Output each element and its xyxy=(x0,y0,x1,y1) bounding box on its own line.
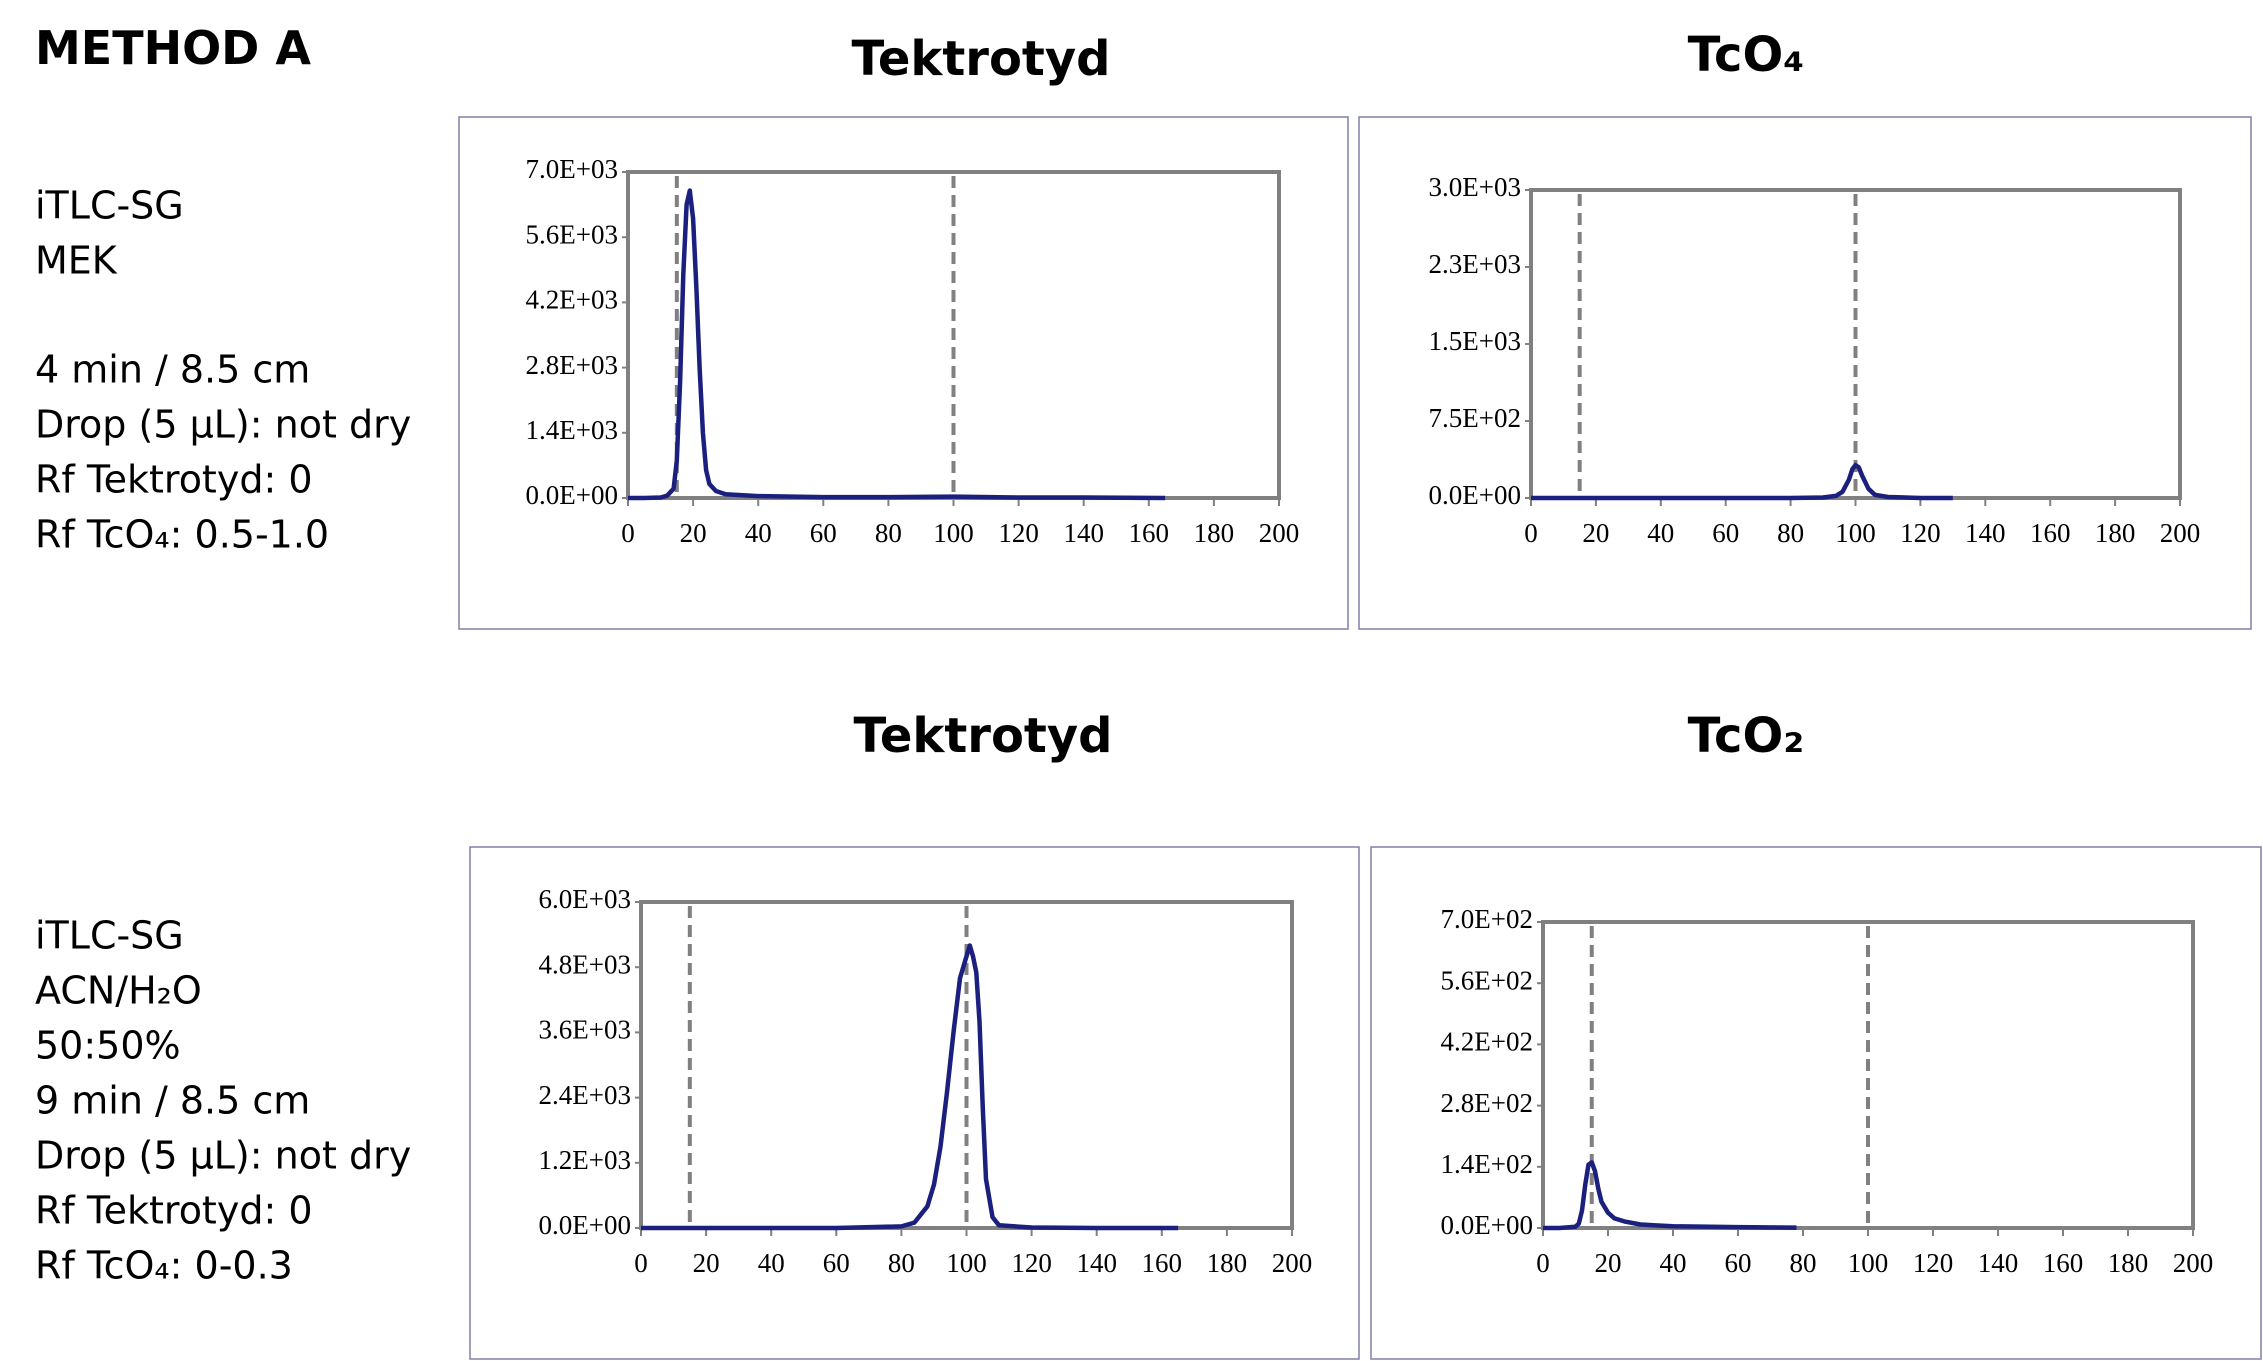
plot-frame xyxy=(1529,188,2182,500)
x-tick-label: 160 xyxy=(2043,1248,2084,1278)
x-tick-label: 160 xyxy=(1142,1248,1183,1278)
chart-box xyxy=(1358,116,2252,630)
y-tick-label: 5.6E+03 xyxy=(526,219,618,249)
data-line xyxy=(1531,462,1953,501)
note-line: Drop (5 µL): not dry xyxy=(35,1134,411,1178)
x-tick-label: 200 xyxy=(1272,1248,1313,1278)
y-tick-label: 1.4E+02 xyxy=(1441,1149,1533,1179)
y-tick-label: 2.8E+03 xyxy=(526,350,618,380)
note-line: Rf Tektrotyd: 0 xyxy=(35,458,313,502)
y-tick-label: 0.0E+00 xyxy=(526,480,618,510)
note-line: Rf TcO₄: 0.5-1.0 xyxy=(35,513,329,557)
note-line: Rf Tektrotyd: 0 xyxy=(35,1189,313,1233)
chart-box xyxy=(1370,846,2262,1360)
y-tick-label: 1.2E+03 xyxy=(539,1145,631,1175)
x-tick-label: 40 xyxy=(758,1248,785,1278)
plot-frame xyxy=(639,900,1294,1230)
x-tick-label: 100 xyxy=(1835,518,1876,548)
y-tick-label: 6.0E+03 xyxy=(539,884,631,914)
x-tick-label: 20 xyxy=(1582,518,1609,548)
x-tick-label: 200 xyxy=(1259,518,1300,548)
x-tick-label: 180 xyxy=(1194,518,1235,548)
y-tick-label: 7.0E+03 xyxy=(526,154,618,184)
x-tick-label: 80 xyxy=(875,518,902,548)
chart-title: TcO₄ xyxy=(1688,27,1805,83)
y-tick-label: 5.6E+02 xyxy=(1441,965,1533,995)
plot-frame xyxy=(1541,920,2195,1230)
x-tick-label: 120 xyxy=(1913,1248,1954,1278)
y-tick-label: 3.6E+03 xyxy=(539,1015,631,1045)
chart-title: Tektrotyd xyxy=(853,708,1112,764)
y-tick-label: 1.5E+03 xyxy=(1429,326,1521,356)
note-line: Drop (5 µL): not dry xyxy=(35,403,411,447)
chart-title: Tektrotyd xyxy=(851,31,1110,87)
x-tick-label: 200 xyxy=(2173,1248,2214,1278)
x-tick-label: 100 xyxy=(933,518,974,548)
y-tick-label: 0.0E+00 xyxy=(1441,1210,1533,1240)
note-line: Rf TcO₄: 0-0.3 xyxy=(35,1244,293,1288)
data-line xyxy=(1543,1160,1797,1231)
note-line: 4 min / 8.5 cm xyxy=(35,348,310,392)
x-tick-label: 140 xyxy=(1965,518,2006,548)
x-tick-label: 80 xyxy=(1777,518,1804,548)
note-line: 9 min / 8.5 cm xyxy=(35,1079,310,1123)
x-tick-label: 0 xyxy=(621,518,635,548)
x-tick-label: 60 xyxy=(1725,1248,1752,1278)
x-tick-label: 100 xyxy=(946,1248,987,1278)
x-tick-label: 0 xyxy=(1536,1248,1550,1278)
data-line xyxy=(628,188,1166,501)
note-line: MEK xyxy=(35,239,118,283)
y-tick-label: 0.0E+00 xyxy=(1429,480,1521,510)
y-tick-label: 0.0E+00 xyxy=(539,1210,631,1240)
note-line: iTLC-SG xyxy=(35,914,184,958)
x-tick-label: 80 xyxy=(888,1248,915,1278)
x-tick-label: 60 xyxy=(1712,518,1739,548)
x-tick-label: 160 xyxy=(1129,518,1170,548)
x-tick-label: 60 xyxy=(823,1248,850,1278)
x-tick-label: 140 xyxy=(1063,518,1104,548)
note-line: ACN/H₂O xyxy=(35,969,202,1013)
x-tick-label: 180 xyxy=(2108,1248,2149,1278)
x-tick-label: 120 xyxy=(998,518,1039,548)
y-tick-label: 1.4E+03 xyxy=(526,415,618,445)
x-tick-label: 100 xyxy=(1848,1248,1889,1278)
x-tick-label: 180 xyxy=(2095,518,2136,548)
y-tick-label: 4.2E+02 xyxy=(1441,1027,1533,1057)
x-tick-label: 180 xyxy=(1207,1248,1248,1278)
x-tick-label: 40 xyxy=(1660,1248,1687,1278)
x-tick-label: 20 xyxy=(693,1248,720,1278)
x-tick-label: 80 xyxy=(1790,1248,1817,1278)
x-tick-label: 160 xyxy=(2030,518,2071,548)
y-tick-label: 7.0E+02 xyxy=(1441,904,1533,934)
y-tick-label: 2.4E+03 xyxy=(539,1080,631,1110)
note-line: iTLC-SG xyxy=(35,184,184,228)
x-tick-label: 200 xyxy=(2160,518,2201,548)
y-tick-label: 2.8E+02 xyxy=(1441,1088,1533,1118)
x-tick-label: 0 xyxy=(1524,518,1538,548)
y-tick-label: 2.3E+03 xyxy=(1429,249,1521,279)
data-line xyxy=(641,943,1179,1231)
chart-title: TcO₂ xyxy=(1688,708,1805,764)
x-tick-label: 120 xyxy=(1900,518,1941,548)
y-tick-label: 4.2E+03 xyxy=(526,285,618,315)
y-tick-label: 4.8E+03 xyxy=(539,949,631,979)
x-tick-label: 0 xyxy=(634,1248,648,1278)
chart-box xyxy=(458,116,1349,630)
x-tick-label: 40 xyxy=(1647,518,1674,548)
x-tick-label: 20 xyxy=(680,518,707,548)
x-tick-label: 120 xyxy=(1011,1248,1052,1278)
note-line: 50:50% xyxy=(35,1024,181,1068)
y-tick-label: 3.0E+03 xyxy=(1429,172,1521,202)
x-tick-label: 40 xyxy=(745,518,772,548)
y-tick-label: 7.5E+02 xyxy=(1429,403,1521,433)
x-tick-label: 60 xyxy=(810,518,837,548)
method-title: METHOD A xyxy=(35,21,311,75)
x-tick-label: 140 xyxy=(1978,1248,2019,1278)
x-tick-label: 20 xyxy=(1595,1248,1622,1278)
chart-box xyxy=(469,846,1360,1360)
x-tick-label: 140 xyxy=(1076,1248,1117,1278)
